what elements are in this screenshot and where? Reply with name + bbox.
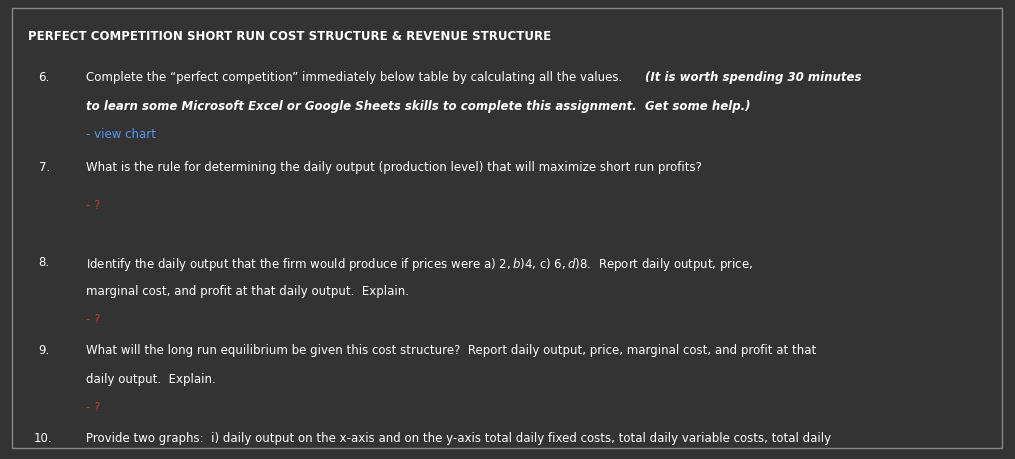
Text: Complete the “perfect competition” immediately below table by calculating all th: Complete the “perfect competition” immed…	[86, 71, 630, 84]
Text: 6.: 6.	[39, 71, 50, 84]
Text: marginal cost, and profit at that daily output.  Explain.: marginal cost, and profit at that daily …	[86, 284, 409, 297]
Text: daily output.  Explain.: daily output. Explain.	[86, 372, 216, 385]
Text: - ?: - ?	[86, 400, 100, 413]
Text: 8.: 8.	[39, 256, 50, 269]
Text: - ?: - ?	[86, 199, 100, 212]
Text: - view chart: - view chart	[86, 128, 156, 141]
Text: 7.: 7.	[39, 161, 50, 174]
Text: PERFECT COMPETITION SHORT RUN COST STRUCTURE & REVENUE STRUCTURE: PERFECT COMPETITION SHORT RUN COST STRUC…	[28, 30, 551, 43]
Text: 9.: 9.	[39, 343, 50, 356]
Text: Provide two graphs:  i) daily output on the x-axis and on the y-axis total daily: Provide two graphs: i) daily output on t…	[86, 431, 831, 444]
Text: 10.: 10.	[33, 431, 52, 444]
Text: Identify the daily output that the firm would produce if prices were a) $2, b) $: Identify the daily output that the firm …	[86, 256, 753, 273]
Text: What is the rule for determining the daily output (production level) that will m: What is the rule for determining the dai…	[86, 161, 702, 174]
Text: What will the long run equilibrium be given this cost structure?  Report daily o: What will the long run equilibrium be gi…	[86, 343, 816, 356]
Text: (It is worth spending 30 minutes: (It is worth spending 30 minutes	[645, 71, 861, 84]
Text: - ?: - ?	[86, 313, 100, 325]
Text: to learn some Microsoft Excel or Google Sheets skills to complete this assignmen: to learn some Microsoft Excel or Google …	[86, 100, 751, 112]
